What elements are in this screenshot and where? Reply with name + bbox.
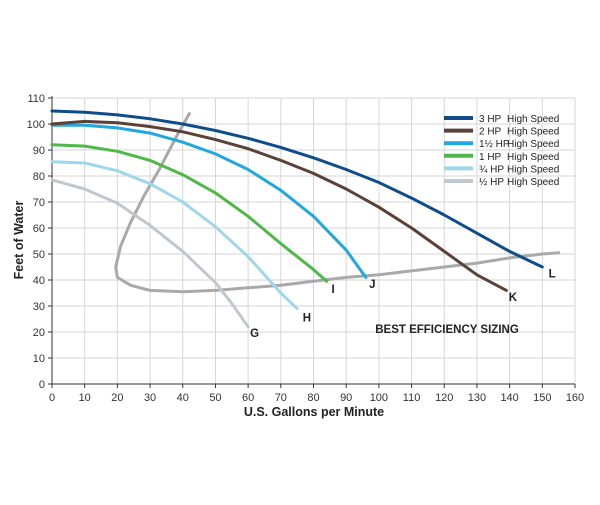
x-tick-label: 130 xyxy=(468,392,486,404)
legend-speed: High Speed xyxy=(507,139,559,150)
series-line-j xyxy=(50,123,368,279)
x-tick-label: 90 xyxy=(340,392,352,404)
legend-speed: High Speed xyxy=(507,152,559,163)
x-tick-label: 60 xyxy=(242,392,254,404)
y-tick-label: 90 xyxy=(33,145,45,157)
x-tick-label: 160 xyxy=(566,392,584,404)
y-tick-label: 30 xyxy=(33,301,45,313)
legend-name: ¾ HP xyxy=(479,164,504,175)
x-tick-label: 50 xyxy=(209,392,221,404)
y-tick-label: 0 xyxy=(39,379,45,391)
x-tick-label: 20 xyxy=(111,392,123,404)
y-tick-label: 20 xyxy=(33,327,45,339)
y-tick-label: 100 xyxy=(27,119,45,131)
legend-name: ½ HP xyxy=(479,177,504,188)
legend-speed: High Speed xyxy=(507,114,559,125)
annotations: G H I J K L xyxy=(250,268,555,340)
y-tick-label: 70 xyxy=(33,197,45,209)
legend-speed: High Speed xyxy=(507,177,559,188)
y-tick-label: 110 xyxy=(27,93,45,105)
x-axis-title: U.S. Gallons per Minute xyxy=(244,405,384,419)
marker-label-g: G xyxy=(250,328,259,340)
x-tick-label: 70 xyxy=(275,392,287,404)
series-line-h xyxy=(50,160,299,311)
legend-name: 1½ HP xyxy=(479,139,510,150)
legend-speed: High Speed xyxy=(507,164,559,175)
x-tick-label: 110 xyxy=(403,392,421,404)
y-tick-label: 40 xyxy=(33,275,45,287)
series-line-g xyxy=(50,178,250,329)
marker-label-l: L xyxy=(549,268,556,280)
series-line-l xyxy=(50,109,544,269)
x-tick-label: 10 xyxy=(79,392,91,404)
marker-label-j: J xyxy=(369,279,375,291)
legend-speed: High Speed xyxy=(507,127,559,138)
efficiency-sizing-label: BEST EFFICIENCY SIZING xyxy=(375,324,519,336)
marker-label-h: H xyxy=(303,313,311,325)
series-line-i xyxy=(50,143,329,283)
marker-label-i: I xyxy=(332,284,335,296)
x-tick-label: 30 xyxy=(144,392,156,404)
legend-name: 2 HP xyxy=(479,127,502,138)
x-tick-label: 80 xyxy=(307,392,319,404)
x-tick-label: 120 xyxy=(435,392,453,404)
y-axis-title: Feet of Water xyxy=(12,201,26,280)
series-lines xyxy=(50,109,561,329)
x-tick-label: 40 xyxy=(177,392,189,404)
grid xyxy=(52,97,576,384)
y-tick-label: 10 xyxy=(33,353,45,365)
marker-label-k: K xyxy=(509,292,518,304)
y-tick-label: 80 xyxy=(33,171,45,183)
series-line-k xyxy=(50,119,508,292)
axes: 0 10 20 30 40 50 60 70 80 90 100 110 120 130 140 150 160… xyxy=(27,93,585,404)
x-tick-label: 140 xyxy=(500,392,518,404)
x-tick-label: 0 xyxy=(49,392,55,404)
legend-name: 1 HP xyxy=(479,152,502,163)
y-tick-label: 60 xyxy=(33,223,45,235)
x-tick-label: 100 xyxy=(370,392,388,404)
x-tick-label: 150 xyxy=(533,392,551,404)
y-tick-label: 50 xyxy=(33,249,45,261)
legend-name: 3 HP xyxy=(479,114,502,125)
